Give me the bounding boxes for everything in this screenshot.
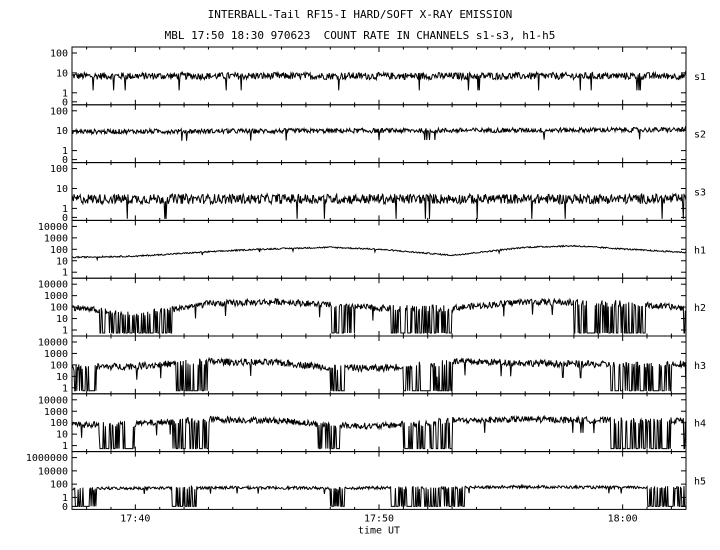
y-tick-label-s2: 0 [62,155,68,166]
y-tick-label-h1: 1000 [44,233,68,244]
y-tick-label-h2: 10000 [38,280,68,291]
y-tick-label-h3: 10000 [38,338,68,349]
y-tick-label-h4: 100 [50,418,68,429]
y-tick-label-s1: 0 [62,97,68,108]
y-tick-label-h5: 0 [62,502,68,513]
y-tick-label-s3: 1 [62,204,68,215]
y-tick-label-s3: 100 [50,164,68,175]
y-tick-label-s2: 1 [62,146,68,157]
y-tick-label-h4: 1000 [44,407,68,418]
x-tick-label: 17:50 [364,513,394,524]
y-tick-label-s2: 100 [50,106,68,117]
y-tick-label-h1: 10000 [38,222,68,233]
y-tick-label-h2: 100 [50,303,68,314]
panel-frame-h4 [71,393,687,453]
y-tick-label-h5: 1000000 [26,453,68,464]
y-tick-label-h4: 1 [62,441,68,452]
series-line-s2 [71,125,687,141]
y-tick-label-s3: 10 [56,184,68,195]
panel-label-h5: h5 [694,477,706,488]
chart-subtitle: MBL 17:50 18:30 970623 COUNT RATE IN CHA… [164,29,556,42]
y-tick-label-h4: 10000 [38,395,68,406]
chart-title: INTERBALL-Tail RF15-I HARD/SOFT X-RAY EM… [207,8,513,21]
y-tick-label-h1: 100 [50,245,68,256]
y-tick-label-s1: 100 [50,49,68,60]
series-line-h4 [71,414,687,450]
y-tick-label-h2: 1 [62,326,68,337]
panel-label-h2: h2 [694,303,706,314]
y-tick-label-s3: 0 [62,213,68,224]
y-tick-label-h5: 100 [50,480,68,491]
panel-label-s2: s2 [694,130,706,141]
y-tick-label-h2: 10 [56,314,68,325]
series-line-h1 [71,244,687,262]
y-tick-label-s1: 10 [56,68,68,79]
series-line-s1 [71,70,687,91]
y-tick-label-h2: 1000 [44,291,68,302]
x-tick-label: 18:00 [608,513,638,524]
panel-label-s1: s1 [694,72,706,83]
panel-frame-h2 [71,277,687,337]
y-tick-label-h1: 1 [62,268,68,279]
y-tick-label-s1: 1 [62,88,68,99]
series-line-s3 [71,192,687,219]
panel-label-h1: h1 [694,245,706,256]
series-line-h2 [71,297,687,334]
x-tick-label: 17:40 [120,513,150,524]
y-tick-label-h1: 10 [56,256,68,267]
y-tick-label-h3: 1000 [44,349,68,360]
panel-label-h4: h4 [694,419,706,430]
y-tick-label-h5: 10000 [38,466,68,477]
y-tick-label-h3: 100 [50,360,68,371]
series-line-h5 [71,483,686,507]
y-tick-label-h3: 1 [62,383,68,394]
y-tick-label-h3: 10 [56,372,68,383]
y-tick-label-h4: 10 [56,430,68,441]
panel-label-s3: s3 [694,188,706,199]
y-tick-label-s2: 10 [56,126,68,137]
series-line-h3 [71,356,687,392]
panel-label-h3: h3 [694,361,706,372]
panel-frame-h5 [71,451,687,510]
y-tick-label-h5: 1 [62,493,68,504]
x-axis-label: time UT [358,525,400,536]
